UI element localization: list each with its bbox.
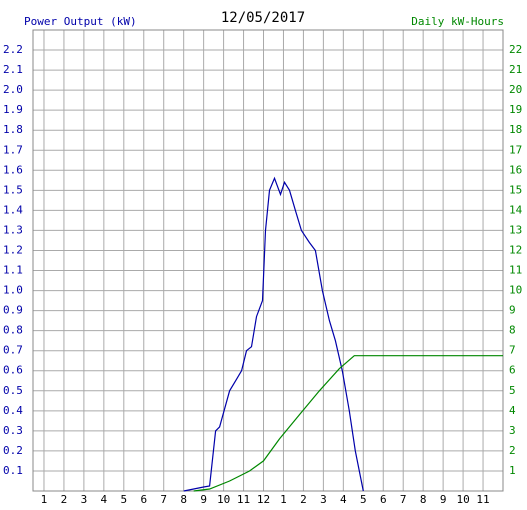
y-tick-label: 1.9 <box>3 103 23 116</box>
x-tick-label: 3 <box>320 493 327 506</box>
y2-tick-label: 2 <box>509 444 516 457</box>
y2-tick-label: 6 <box>509 364 516 377</box>
y-tick-label: 1.8 <box>3 123 23 136</box>
x-tick-label: 7 <box>160 493 167 506</box>
y2-tick-label: 15 <box>509 183 522 196</box>
y2-tick-label: 5 <box>509 384 516 397</box>
y2-tick-label: 14 <box>509 203 523 216</box>
y2-axis-label: Daily kW-Hours <box>411 15 504 28</box>
y2-tick-label: 1 <box>509 464 516 477</box>
y-tick-label: 0.4 <box>3 404 23 417</box>
y-tick-label: 0.3 <box>3 424 23 437</box>
x-tick-label: 9 <box>200 493 207 506</box>
x-tick-label: 2 <box>61 493 68 506</box>
y2-tick-label: 20 <box>509 83 522 96</box>
x-tick-label: 8 <box>420 493 427 506</box>
y-tick-label: 0.2 <box>3 444 23 457</box>
y2-tick-label: 12 <box>509 243 522 256</box>
y2-tick-label: 3 <box>509 424 516 437</box>
y-tick-label: 2.0 <box>3 83 23 96</box>
y2-tick-label: 9 <box>509 304 516 317</box>
x-tick-label: 6 <box>140 493 147 506</box>
y-tick-label: 0.1 <box>3 464 23 477</box>
x-tick-label: 8 <box>180 493 187 506</box>
x-tick-label: 9 <box>440 493 447 506</box>
x-tick-label: 10 <box>217 493 230 506</box>
x-tick-label: 12 <box>257 493 270 506</box>
y-tick-label: 1.2 <box>3 243 23 256</box>
y2-tick-label: 8 <box>509 324 516 337</box>
x-tick-label: 5 <box>120 493 127 506</box>
y2-tick-label: 17 <box>509 143 522 156</box>
y2-tick-label: 13 <box>509 223 522 236</box>
y-tick-label: 1.4 <box>3 203 23 216</box>
x-tick-label: 4 <box>340 493 347 506</box>
y-axis-label: Power Output (kW) <box>24 15 137 28</box>
y-tick-label: 1.0 <box>3 284 23 297</box>
x-tick-label: 6 <box>380 493 387 506</box>
x-tick-label: 4 <box>101 493 108 506</box>
y-tick-label: 1.6 <box>3 163 23 176</box>
y-tick-label: 1.5 <box>3 183 23 196</box>
y-tick-label: 0.9 <box>3 304 23 317</box>
y-tick-label: 1.3 <box>3 223 23 236</box>
y2-tick-label: 16 <box>509 163 522 176</box>
data-line <box>183 176 364 492</box>
data-line <box>193 355 503 492</box>
x-tick-label: 10 <box>456 493 469 506</box>
x-tick-label: 11 <box>476 493 489 506</box>
x-tick-label: 3 <box>81 493 88 506</box>
y2-tick-label: 7 <box>509 344 516 357</box>
x-tick-label: 1 <box>41 493 48 506</box>
y-tick-label: 0.8 <box>3 324 23 337</box>
y-tick-label: 0.5 <box>3 384 23 397</box>
y-tick-label: 1.1 <box>3 264 23 277</box>
x-tick-label: 5 <box>360 493 367 506</box>
y2-tick-label: 4 <box>509 404 516 417</box>
chart-title: 12/05/2017 <box>221 10 305 26</box>
y2-tick-label: 10 <box>509 284 522 297</box>
x-tick-label: 11 <box>237 493 250 506</box>
x-tick-label: 1 <box>280 493 287 506</box>
y-tick-label: 1.7 <box>3 143 23 156</box>
y2-tick-label: 11 <box>509 264 522 277</box>
y2-tick-label: 22 <box>509 43 522 56</box>
x-tick-label: 7 <box>400 493 407 506</box>
y-tick-label: 0.6 <box>3 364 23 377</box>
x-tick-label: 2 <box>300 493 307 506</box>
y2-tick-label: 19 <box>509 103 522 116</box>
y-tick-label: 2.1 <box>3 63 23 76</box>
y-tick-label: 0.7 <box>3 344 23 357</box>
plot-frame <box>32 29 504 492</box>
y2-tick-label: 21 <box>509 63 522 76</box>
y-tick-label: 2.2 <box>3 43 23 56</box>
y2-tick-label: 18 <box>509 123 522 136</box>
